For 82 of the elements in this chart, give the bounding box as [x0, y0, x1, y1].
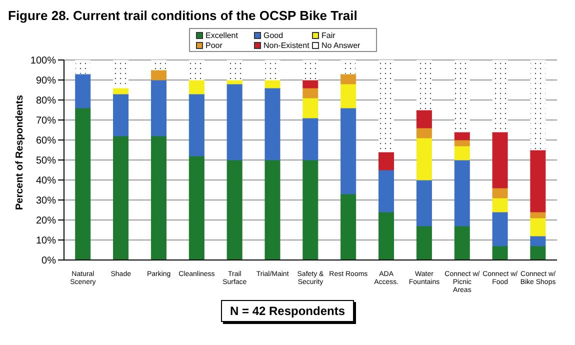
bar — [302, 118, 318, 160]
bar — [150, 70, 166, 80]
y-tick-label: 100% — [30, 56, 56, 67]
bar — [302, 80, 318, 88]
bar — [264, 60, 280, 80]
bar — [340, 84, 356, 108]
legend-label: Excellent — [206, 30, 238, 40]
bar — [340, 60, 356, 74]
bar — [150, 80, 166, 136]
bar — [492, 246, 508, 260]
bar — [454, 226, 470, 260]
bar — [378, 170, 394, 212]
bar — [188, 94, 204, 156]
bar — [454, 140, 470, 146]
y-tick-label: 70% — [36, 116, 56, 127]
bar — [226, 80, 242, 84]
y-tick-label: 80% — [36, 96, 56, 107]
bar — [454, 132, 470, 140]
y-tick-label: 20% — [36, 216, 56, 227]
bar — [340, 74, 356, 84]
bar — [530, 150, 546, 212]
y-tick-label: 0% — [42, 256, 56, 267]
bar — [416, 110, 432, 128]
bar — [492, 132, 508, 188]
bar — [378, 152, 394, 170]
legend-label: Non-Existent — [264, 40, 310, 50]
bar — [302, 160, 318, 260]
y-tick-label: 10% — [36, 236, 56, 247]
bar — [113, 60, 129, 88]
bar — [264, 160, 280, 260]
bar — [378, 60, 394, 152]
legend-label: Fair — [322, 30, 336, 40]
text: N = 42 Respondents — [220, 300, 354, 322]
bar — [530, 218, 546, 236]
bar — [492, 198, 508, 212]
bar — [264, 80, 280, 88]
bar — [416, 138, 432, 180]
bar — [302, 98, 318, 118]
y-tick-label: 90% — [36, 76, 56, 87]
bar — [75, 74, 91, 108]
bar — [530, 246, 546, 260]
bar — [226, 160, 242, 260]
chart-title: Figure 28. Current trail conditions of the OCSP Bike Trail — [8, 8, 358, 25]
bar — [302, 88, 318, 98]
bar — [416, 226, 432, 260]
bar — [113, 94, 129, 136]
bar — [416, 180, 432, 226]
bar — [416, 128, 432, 138]
y-tick-label: 50% — [36, 156, 56, 167]
y-tick-label: 30% — [36, 196, 56, 207]
legend-label: Good — [264, 30, 284, 40]
bar — [530, 212, 546, 218]
bar — [302, 60, 318, 80]
bar — [150, 136, 166, 260]
bar — [264, 88, 280, 160]
bar — [226, 84, 242, 160]
bar — [492, 60, 508, 132]
bar — [454, 146, 470, 160]
bar — [113, 88, 129, 94]
y-tick-label: 40% — [36, 176, 56, 187]
bar — [188, 80, 204, 94]
bar — [378, 212, 394, 260]
bar — [530, 60, 546, 150]
series-label: No Answer — [322, 40, 360, 50]
bar — [454, 160, 470, 226]
legend-label: Poor — [206, 40, 222, 50]
bar — [492, 188, 508, 198]
bar — [113, 136, 129, 260]
bar — [492, 212, 508, 246]
bar — [340, 194, 356, 260]
bar — [416, 60, 432, 110]
bar — [340, 108, 356, 194]
y-tick-label: 60% — [36, 136, 56, 147]
bar — [530, 236, 546, 246]
bar — [188, 60, 204, 80]
bar — [75, 60, 91, 74]
bar — [75, 108, 91, 260]
bar — [188, 156, 204, 260]
bar — [226, 60, 242, 80]
bar — [454, 60, 470, 132]
y-axis-title: Percent of Respondents — [14, 94, 26, 210]
bar — [150, 60, 166, 70]
